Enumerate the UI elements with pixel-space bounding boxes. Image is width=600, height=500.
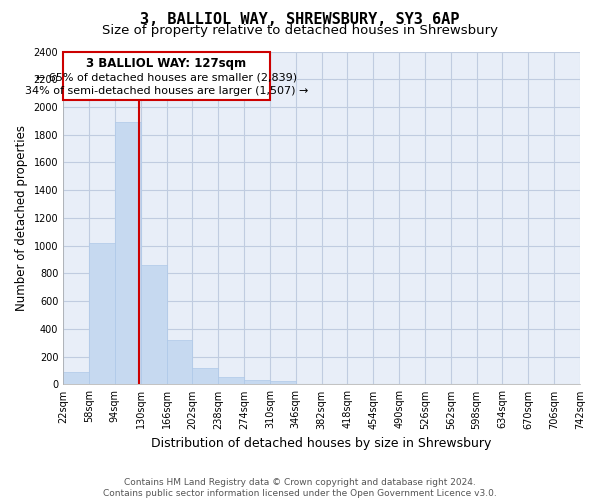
Y-axis label: Number of detached properties: Number of detached properties bbox=[15, 125, 28, 311]
Text: ← 65% of detached houses are smaller (2,839): ← 65% of detached houses are smaller (2,… bbox=[36, 72, 297, 83]
Bar bbox=[63, 372, 89, 384]
Text: 34% of semi-detached houses are larger (1,507) →: 34% of semi-detached houses are larger (… bbox=[25, 86, 308, 96]
Text: Contains HM Land Registry data © Crown copyright and database right 2024.
Contai: Contains HM Land Registry data © Crown c… bbox=[103, 478, 497, 498]
Text: 3, BALLIOL WAY, SHREWSBURY, SY3 6AP: 3, BALLIOL WAY, SHREWSBURY, SY3 6AP bbox=[140, 12, 460, 28]
Text: Size of property relative to detached houses in Shrewsbury: Size of property relative to detached ho… bbox=[102, 24, 498, 37]
Bar bbox=[193, 368, 218, 384]
Bar bbox=[167, 340, 193, 384]
Bar bbox=[218, 378, 244, 384]
Bar bbox=[270, 382, 296, 384]
Bar bbox=[244, 380, 270, 384]
Text: 3 BALLIOL WAY: 127sqm: 3 BALLIOL WAY: 127sqm bbox=[86, 56, 247, 70]
Bar bbox=[140, 265, 167, 384]
Bar bbox=[89, 243, 115, 384]
X-axis label: Distribution of detached houses by size in Shrewsbury: Distribution of detached houses by size … bbox=[151, 437, 492, 450]
Bar bbox=[115, 122, 140, 384]
